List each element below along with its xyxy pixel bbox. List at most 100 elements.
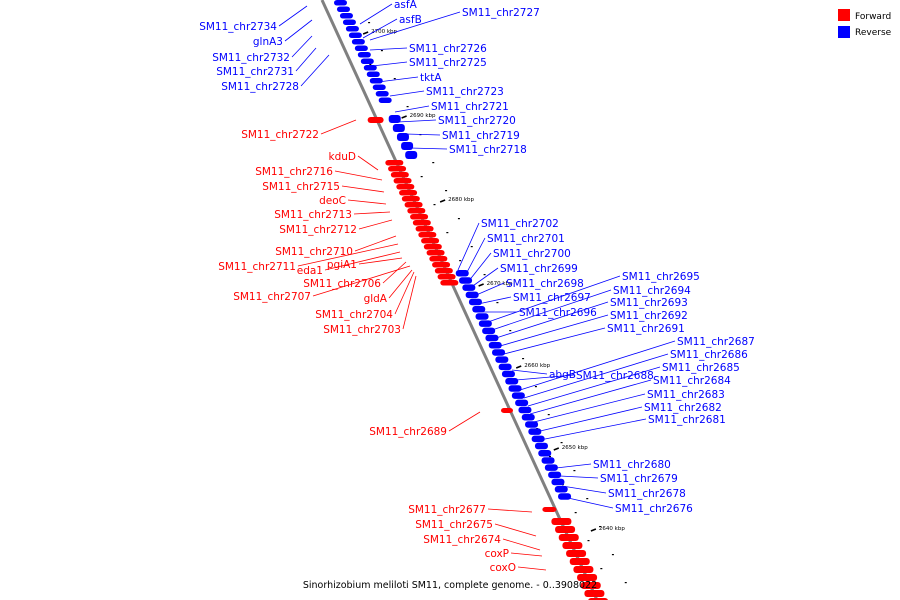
gene-label: SM11_chr2680 <box>593 459 671 471</box>
gene-label: SM11_chr2699 <box>500 263 578 275</box>
legend-reverse-swatch <box>838 26 850 38</box>
forward-gene <box>584 590 605 597</box>
forward-gene <box>388 166 407 172</box>
minor-tick <box>573 470 576 472</box>
gene-label: SM11_chr2684 <box>653 375 731 387</box>
reverse-gene <box>531 435 545 443</box>
minor-tick <box>459 260 462 262</box>
minor-tick <box>522 358 525 360</box>
leader-line <box>457 222 480 271</box>
gene-label: SM11_chr2728 <box>221 81 299 93</box>
gene-label: SM11_chr2727 <box>462 7 540 19</box>
leader-line <box>362 18 398 39</box>
leader-line <box>499 314 609 347</box>
leader-line <box>409 147 448 150</box>
forward-gene <box>440 280 459 286</box>
gene-label: SM11_chr2720 <box>438 115 516 127</box>
forward-gene <box>421 238 440 244</box>
reverse-gene <box>518 406 532 414</box>
gene-label: SM11_chr2695 <box>622 271 700 283</box>
reverse-gene <box>336 6 350 12</box>
minor-tick <box>483 274 486 276</box>
gene-label: SM11_chr2734 <box>199 21 277 33</box>
leader-line <box>523 353 669 399</box>
minor-tick <box>433 204 436 206</box>
gene-label: SM11_chr2731 <box>216 66 294 78</box>
leader-line <box>567 497 614 509</box>
gene-label: SM11_chr2711 <box>218 261 296 273</box>
leader-line <box>334 170 383 181</box>
gene-label: SM11_chr2707 <box>233 291 311 303</box>
gene-label: SM11_chr2696 <box>519 307 597 319</box>
reverse-gene <box>501 370 515 378</box>
leader-line <box>494 523 537 537</box>
leader-line <box>469 267 499 289</box>
minor-tick <box>586 498 589 500</box>
gene-label: SM11_chr2710 <box>275 246 353 258</box>
reverse-gene <box>388 115 401 123</box>
reverse-gene <box>354 45 368 51</box>
reverse-gene <box>495 356 509 363</box>
kbp-label: 2660 kbp <box>524 363 550 369</box>
gene-label: tktA <box>420 72 442 84</box>
leader-line <box>487 275 621 323</box>
minor-tick <box>611 554 614 556</box>
kbp-tick <box>515 365 522 369</box>
leader-line <box>535 406 643 433</box>
gene-label: asfA <box>394 0 418 11</box>
map-caption: Sinorhizobium meliloti SM11, complete ge… <box>303 580 597 591</box>
leader-line <box>477 296 512 305</box>
leader-line <box>291 35 313 58</box>
kbp-tick <box>439 199 446 203</box>
minor-tick <box>587 540 590 542</box>
leader-line <box>278 5 308 27</box>
leader-line <box>371 61 408 67</box>
forward-gene <box>385 160 404 166</box>
forward-gene <box>423 244 442 250</box>
gene-label: SM11_chr2693 <box>610 297 688 309</box>
forward-gene <box>399 190 418 196</box>
leader-line <box>539 418 647 441</box>
gene-label: SM11_chr2698 <box>506 278 584 290</box>
reverse-gene <box>551 478 565 486</box>
forward-gene <box>432 262 451 268</box>
kbp-label: 2700 kbp <box>371 29 397 35</box>
forward-gene <box>434 268 453 274</box>
reverse-gene <box>521 414 535 421</box>
leader-line <box>358 219 393 230</box>
reverse-gene <box>505 378 519 385</box>
gene-label: SM11_chr2692 <box>610 310 688 322</box>
leader-line <box>517 566 547 571</box>
gene-label: SM11_chr2681 <box>648 414 726 426</box>
gene-label: SM11_chr2712 <box>279 224 357 236</box>
gene-label: eda1 <box>297 265 323 277</box>
leader-line <box>511 369 548 375</box>
leader-line <box>353 211 391 215</box>
gene-label: SM11_chr2703 <box>323 324 401 336</box>
leader-line <box>382 261 407 284</box>
reverse-gene <box>378 97 392 103</box>
minor-tick <box>406 106 409 108</box>
reverse-gene <box>345 26 359 32</box>
minor-tick <box>380 50 383 52</box>
minor-tick <box>368 22 371 24</box>
leader-line <box>529 379 652 415</box>
leader-line <box>495 301 609 339</box>
reverse-gene <box>554 486 568 493</box>
gene-label: SM11_chr2691 <box>607 323 685 335</box>
forward-gene <box>410 214 429 220</box>
kbp-tick <box>590 528 597 532</box>
reverse-gene <box>366 71 380 77</box>
minor-tick <box>560 442 563 444</box>
gene-label: SM11_chr2686 <box>670 349 748 361</box>
gene-label: SM11_chr2688 <box>576 370 654 382</box>
reverse-gene <box>472 306 486 313</box>
leader-line <box>510 552 543 557</box>
forward-gene <box>551 518 572 525</box>
reverse-gene <box>342 19 356 25</box>
legend-forward-swatch <box>838 9 850 21</box>
leader-line <box>354 235 397 252</box>
gene-label: SM11_chr2701 <box>487 233 565 245</box>
forward-gene <box>580 582 601 589</box>
reverse-gene <box>401 142 414 150</box>
